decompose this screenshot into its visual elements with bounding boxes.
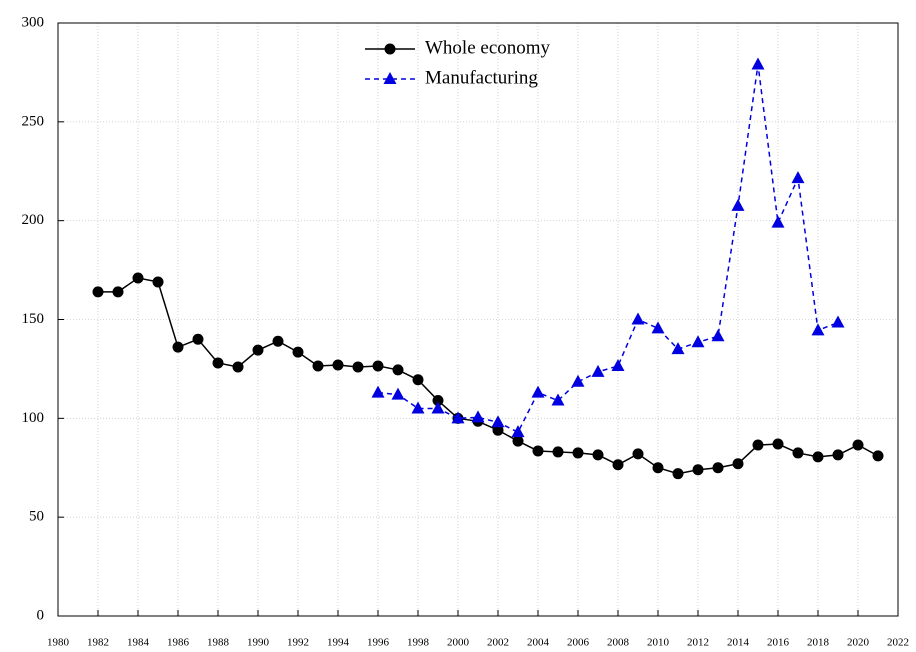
marker	[591, 364, 605, 377]
marker	[731, 198, 745, 211]
x-tick-label: 2002	[487, 637, 509, 649]
marker	[531, 385, 545, 398]
marker	[551, 393, 565, 406]
x-tick-label: 2016	[767, 637, 790, 649]
marker	[812, 451, 824, 463]
marker	[571, 374, 585, 387]
marker	[392, 364, 404, 376]
marker	[491, 415, 505, 428]
marker	[592, 449, 604, 461]
marker	[611, 358, 625, 371]
marker	[332, 359, 344, 371]
marker	[132, 272, 144, 284]
marker	[471, 410, 485, 423]
x-tick-label: 2018	[807, 637, 830, 649]
legend-marker	[383, 72, 397, 84]
marker	[352, 361, 364, 373]
marker	[832, 449, 844, 461]
y-tick-label: 50	[29, 509, 44, 525]
marker	[651, 321, 665, 334]
marker	[511, 425, 525, 438]
y-tick-label: 300	[22, 14, 45, 30]
marker	[292, 346, 304, 358]
marker	[412, 374, 424, 386]
marker	[152, 276, 164, 288]
marker	[432, 395, 444, 407]
x-tick-label: 2014	[727, 637, 750, 649]
x-tick-label: 1996	[367, 637, 390, 649]
legend-marker	[384, 43, 396, 55]
y-tick-label: 250	[22, 113, 45, 129]
marker	[691, 335, 705, 348]
legend-label: Whole economy	[425, 37, 551, 58]
y-tick-label: 0	[37, 607, 45, 623]
series-line	[98, 277, 879, 475]
marker	[872, 450, 884, 462]
marker	[572, 447, 584, 459]
marker	[631, 312, 645, 325]
marker	[192, 333, 204, 345]
marker	[852, 439, 864, 451]
x-tick-label: 1982	[87, 637, 109, 649]
marker	[711, 329, 725, 342]
x-tick-label: 1990	[247, 637, 270, 649]
x-tick-label: 1992	[287, 637, 309, 649]
x-tick-label: 1986	[167, 637, 190, 649]
x-tick-label: 1988	[207, 637, 230, 649]
x-tick-label: 2010	[647, 637, 670, 649]
marker	[552, 446, 564, 458]
marker	[712, 462, 724, 474]
marker	[391, 387, 405, 400]
x-tick-label: 1998	[407, 637, 430, 649]
y-tick-label: 150	[22, 311, 45, 327]
legend-label: Manufacturing	[425, 67, 538, 88]
marker	[512, 435, 524, 447]
x-tick-label: 2004	[527, 637, 550, 649]
series-line	[377, 64, 839, 434]
marker	[92, 286, 104, 298]
marker	[411, 401, 425, 414]
marker	[492, 424, 504, 436]
marker	[312, 360, 324, 372]
marker	[451, 411, 465, 424]
marker	[772, 438, 784, 450]
marker	[692, 464, 704, 476]
marker	[752, 439, 764, 451]
marker	[831, 315, 845, 328]
marker	[732, 458, 744, 470]
marker	[371, 385, 385, 398]
marker	[771, 215, 785, 228]
marker	[671, 342, 685, 355]
marker	[672, 468, 684, 480]
plot-frame	[57, 22, 899, 617]
x-tick-label: 2020	[847, 637, 870, 649]
marker	[172, 341, 184, 353]
marker	[751, 57, 765, 70]
x-tick-label: 1994	[327, 637, 350, 649]
x-tick-label: 2000	[447, 637, 470, 649]
marker	[372, 360, 384, 372]
marker	[272, 335, 284, 347]
y-tick-label: 200	[22, 212, 45, 228]
marker	[791, 171, 805, 184]
marker	[792, 447, 804, 459]
x-tick-label: 2008	[607, 637, 630, 649]
marker	[212, 357, 224, 369]
marker	[252, 344, 264, 356]
marker	[112, 286, 124, 298]
x-tick-label: 2022	[887, 637, 909, 649]
x-tick-label: 1980	[47, 637, 70, 649]
marker	[612, 459, 624, 471]
x-tick-label: 2006	[567, 637, 590, 649]
x-tick-label: 2012	[687, 637, 709, 649]
marker	[632, 448, 644, 460]
x-tick-label: 1984	[127, 637, 150, 649]
marker	[232, 361, 244, 373]
marker	[532, 445, 544, 457]
y-tick-label: 100	[22, 410, 45, 426]
marker	[652, 462, 664, 474]
marker	[431, 401, 445, 414]
marker	[811, 323, 825, 336]
